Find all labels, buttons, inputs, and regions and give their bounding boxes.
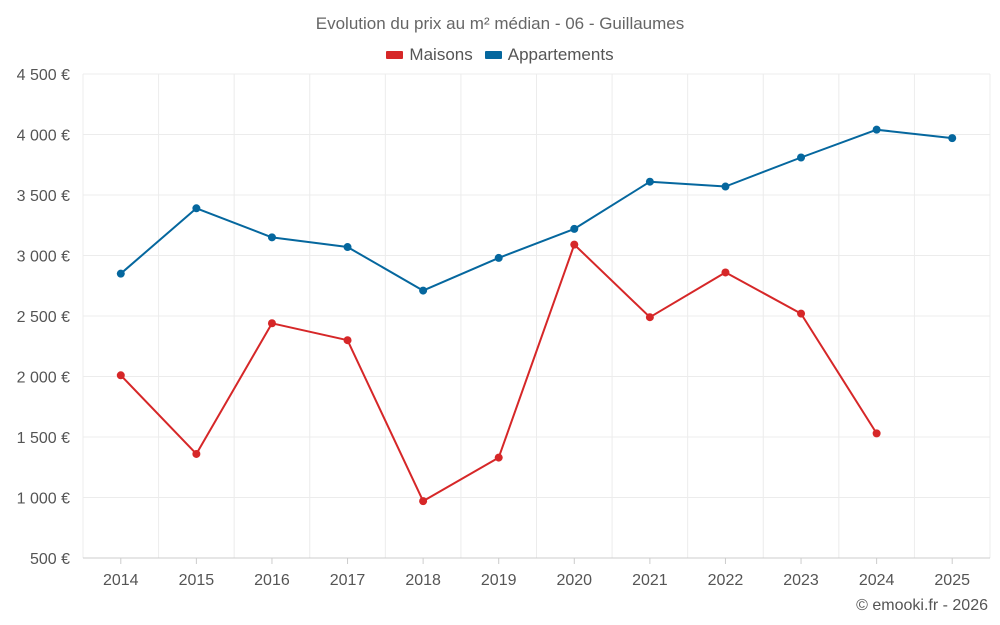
x-tick-label: 2015 [179, 572, 215, 589]
data-point-maisons [797, 309, 806, 318]
data-point-maisons [570, 240, 579, 249]
data-point-appartements [419, 286, 428, 295]
data-point-appartements [192, 204, 201, 213]
data-point-maisons [116, 371, 125, 380]
data-point-maisons [267, 319, 276, 328]
data-point-appartements [948, 134, 957, 143]
data-point-maisons [494, 453, 503, 462]
series-line-appartements [120, 128, 953, 292]
x-tick-label: 2019 [481, 572, 517, 589]
y-tick-label: 3 500 € [17, 188, 70, 205]
y-tick-label: 1 500 € [17, 430, 70, 447]
x-tick-label: 2017 [330, 572, 366, 589]
data-point-appartements [494, 253, 503, 262]
legend-item-maisons[interactable]: Maisons [386, 45, 473, 65]
data-point-appartements [570, 224, 579, 233]
y-tick-label: 3 000 € [17, 249, 70, 266]
data-point-maisons [192, 449, 201, 458]
x-tick-label: 2023 [783, 572, 819, 589]
credit-text: © emooki.fr - 2026 [856, 597, 988, 614]
x-tick-label: 2014 [103, 572, 139, 589]
data-point-maisons [645, 313, 654, 322]
y-tick-label: 1 000 € [17, 491, 70, 508]
data-point-maisons [721, 268, 730, 277]
y-tick-label: 4 000 € [17, 128, 70, 145]
x-tick-label: 2024 [859, 572, 895, 589]
y-tick-label: 4 500 € [17, 67, 70, 84]
data-point-appartements [116, 269, 125, 278]
data-point-maisons [872, 429, 881, 438]
x-tick-label: 2021 [632, 572, 668, 589]
legend: Maisons Appartements [0, 45, 1000, 65]
x-tick-label: 2020 [556, 572, 592, 589]
x-tick-label: 2016 [254, 572, 290, 589]
data-point-appartements [797, 153, 806, 162]
data-point-appartements [872, 125, 881, 134]
data-point-appartements [645, 177, 654, 186]
legend-swatch-maisons [386, 51, 404, 59]
data-point-maisons [419, 497, 428, 506]
x-tick-label: 2022 [708, 572, 744, 589]
legend-label-maisons: Maisons [409, 45, 473, 64]
data-point-appartements [721, 182, 730, 191]
legend-swatch-appartements [484, 51, 502, 59]
y-tick-label: 2 000 € [17, 370, 70, 387]
legend-item-appartements[interactable]: Appartements [484, 45, 614, 65]
data-point-appartements [267, 233, 276, 242]
data-point-maisons [343, 336, 352, 345]
y-tick-label: 500 € [30, 551, 70, 568]
x-tick-label: 2018 [405, 572, 441, 589]
y-tick-label: 2 500 € [17, 309, 70, 326]
chart-title: Evolution du prix au m² médian - 06 - Gu… [315, 14, 685, 33]
x-tick-label: 2025 [934, 572, 970, 589]
legend-label-appartements: Appartements [507, 45, 614, 64]
data-point-appartements [343, 243, 352, 252]
